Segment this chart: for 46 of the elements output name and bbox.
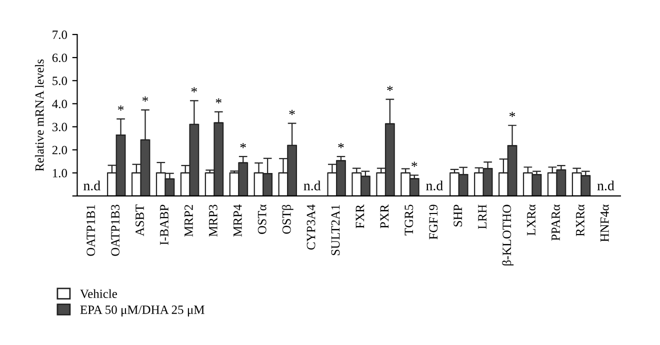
annotation: * (240, 143, 246, 148)
y-tick-label: 4.0 (52, 100, 68, 108)
x-tick-label: TGR5 (404, 204, 414, 236)
x-tick-label: β-KLOTHO (502, 204, 514, 266)
annotation: * (509, 112, 516, 118)
annotation: * (289, 110, 295, 115)
x-tick-label: SHP (454, 204, 462, 226)
x-tick-label: RXRα (576, 204, 584, 236)
x-tick-label: MRP2 (184, 204, 193, 237)
annotation: * (216, 98, 222, 104)
x-tick-label: OSTα (258, 204, 266, 234)
annotation: * (387, 86, 393, 91)
x-tick-label: LRH (478, 204, 486, 229)
annotation: * (142, 96, 148, 102)
x-tick-label: MRP3 (208, 204, 218, 237)
x-tick-label: OSTβ (282, 204, 294, 234)
annotation: n.d (597, 180, 614, 190)
annotation: n.d (426, 180, 443, 190)
y-tick-label: 7.0 (52, 30, 68, 40)
y-tick-label: 6.0 (52, 54, 68, 62)
annotation: * (118, 105, 124, 111)
x-tick-label: HNF4α (600, 204, 609, 242)
annotation: * (412, 162, 418, 167)
y-tick-label: 2.0 (52, 146, 68, 154)
x-tick-label: OATP1B1 (86, 205, 96, 256)
x-tick-label: OATP1B3 (111, 204, 120, 256)
y-tick-label: 1.0 (52, 168, 68, 178)
x-tick-label: LXRα (527, 204, 536, 236)
legend-label: EPA 50 μM/DHA 25 μM (80, 306, 204, 316)
x-tick-label: MRP4 (233, 204, 242, 237)
x-tick-label: ASBT (136, 204, 144, 236)
y-tick-label: 5.0 (52, 76, 68, 86)
x-tick-label: PPARα (552, 204, 560, 241)
x-tick-label: PXR (380, 204, 389, 228)
x-tick-label: CYP3A4 (306, 204, 316, 250)
annotation: * (191, 87, 197, 92)
annotation: n.d (84, 180, 100, 190)
y-axis-title: Relative mRNA levels (34, 59, 44, 172)
y-tick-label: 3.0 (52, 122, 68, 132)
x-tick-label: FGF19 (429, 204, 438, 240)
annotation: n.d (304, 180, 321, 190)
x-tick-label: SULT2A1 (331, 205, 340, 256)
legend-label: Vehicle (80, 289, 117, 298)
x-tick-label: FXR (356, 204, 364, 228)
x-tick-label: I-BABP (160, 204, 168, 245)
annotation: * (338, 143, 344, 148)
